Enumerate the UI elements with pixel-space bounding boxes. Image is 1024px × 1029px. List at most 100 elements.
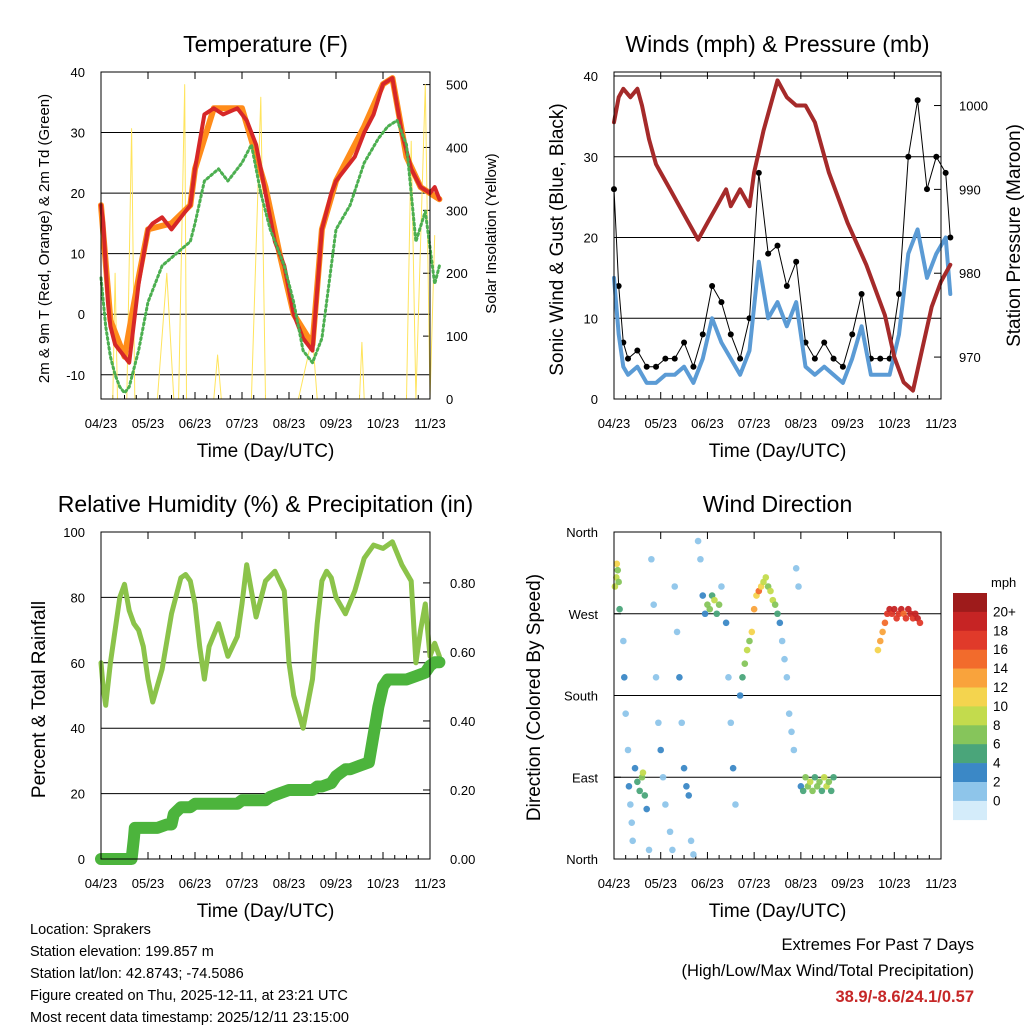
- gust-point: [774, 242, 781, 249]
- direction-point: [776, 619, 784, 627]
- x-tick-label: 05/23: [132, 416, 165, 431]
- gust-point: [839, 363, 846, 370]
- y-tick-label-right: 0.80: [450, 576, 475, 591]
- gust-point: [947, 234, 954, 241]
- direction-point: [781, 655, 788, 663]
- colorbar-swatch: [953, 611, 987, 632]
- colorbar-title: mph: [991, 575, 1016, 590]
- y-tick-label-left: 20: [584, 231, 598, 246]
- extremes-box: Extremes For Past 7 Days (High/Low/Max W…: [681, 932, 974, 1010]
- x-tick-label: 09/23: [831, 416, 864, 431]
- y-tick-label-left: 30: [71, 126, 85, 141]
- direction-point: [890, 605, 898, 613]
- direction-point: [774, 610, 781, 618]
- direction-point: [659, 773, 667, 781]
- direction-point: [792, 565, 800, 572]
- colorbar-label: 18: [993, 623, 1008, 638]
- gust-point: [830, 355, 837, 362]
- colorbar-swatch: [953, 668, 987, 688]
- elevation-text: Station elevation: 199.857 m: [30, 944, 214, 960]
- y-tick-label-right: 200: [446, 266, 468, 281]
- direction-point: [795, 583, 802, 590]
- direction-point: [673, 628, 681, 636]
- x-tick-label: 04/23: [598, 416, 631, 431]
- plot-frame: [613, 71, 942, 400]
- direction-point: [628, 819, 636, 826]
- direction-point: [802, 773, 809, 781]
- direction-point: [671, 583, 679, 590]
- direction-point: [746, 637, 753, 645]
- y-tick-label-right: 1000: [959, 99, 988, 114]
- direction-point: [690, 851, 697, 858]
- direction-point: [669, 846, 676, 854]
- y-axis-label-left: Percent & Total Rainfall: [29, 601, 50, 798]
- y-tick-label-left: 30: [584, 150, 598, 165]
- direction-point: [902, 614, 910, 622]
- colorbar-swatch: [953, 800, 987, 821]
- x-tick-label: 07/23: [226, 416, 259, 431]
- direction-point: [634, 778, 641, 786]
- gust-point: [905, 153, 912, 160]
- direction-point: [762, 574, 770, 581]
- y-tick-label-right: 990: [959, 182, 981, 197]
- direction-point: [614, 566, 622, 574]
- direction-point: [624, 746, 632, 754]
- extremes-values: 38.9/-8.6/24.1/0.57: [835, 988, 974, 1006]
- y-tick-label-left: 40: [71, 65, 85, 80]
- direction-point: [825, 778, 833, 786]
- x-tick-label: 05/23: [644, 416, 677, 431]
- y-tick-label-left: 0: [591, 392, 598, 407]
- direction-point: [811, 773, 819, 781]
- x-tick-label: 09/23: [320, 416, 353, 431]
- gust-point: [914, 97, 921, 104]
- colorbar-swatch: [953, 744, 987, 764]
- gust-point-group: [611, 97, 954, 370]
- direction-point: [655, 719, 662, 727]
- gust-point: [718, 299, 725, 306]
- x-tick-label: 11/23: [925, 876, 957, 891]
- direction-point: [743, 646, 751, 654]
- series-precip-line: [95, 656, 446, 865]
- direction-point: [643, 805, 650, 813]
- direction-point: [620, 637, 627, 645]
- direction-point: [613, 560, 621, 568]
- y-tick-label: North: [566, 525, 598, 540]
- x-tick-label: 04/23: [85, 416, 118, 431]
- x-tick-label: 06/23: [691, 416, 724, 431]
- direction-point: [611, 583, 619, 590]
- colorbar-label: 14: [993, 661, 1009, 676]
- gust-point: [681, 339, 688, 346]
- direction-point: [806, 778, 814, 786]
- x-tick-label: 04/23: [85, 876, 118, 891]
- panel-3: Relative Humidity (%) & Precipitation (i…: [29, 491, 475, 922]
- direction-point: [722, 619, 730, 627]
- gust-point: [634, 347, 641, 354]
- panel-4: Wind Direction 04/23 05/23 06/23 07/23 08/23 0…: [524, 491, 1016, 922]
- y-tick-label-right: 0.20: [450, 783, 475, 798]
- y-tick-label-right: 980: [959, 266, 981, 281]
- direction-point: [676, 674, 683, 681]
- x-tick-label: 07/23: [738, 416, 771, 431]
- direction-point: [718, 583, 725, 590]
- location-text: Location: Sprakers: [30, 922, 151, 938]
- y-tick-label: West: [569, 607, 599, 622]
- y-axis-label-right: Solar Insolation (Yellow): [483, 153, 500, 313]
- recent-data-text: Most recent data timestamp: 2025/12/11 2…: [30, 1010, 349, 1026]
- y-tick-label-right: 500: [446, 78, 468, 93]
- direction-point: [741, 660, 749, 668]
- x-tick-label: 10/23: [367, 416, 400, 431]
- direction-point: [627, 801, 634, 808]
- colorbar-label: 8: [993, 718, 1001, 733]
- direction-point: [711, 596, 718, 604]
- latlon-text: Station lat/lon: 42.8743; -74.5086: [30, 966, 244, 982]
- colorbar-label: 16: [993, 642, 1008, 657]
- series-sonic-wind-line: [612, 227, 953, 385]
- direction-point: [771, 601, 779, 608]
- y-tick-label-right: 100: [446, 329, 468, 344]
- y-tick-label-right: 0: [446, 392, 453, 407]
- y-tick-label-left: 10: [71, 247, 85, 262]
- direction-point: [727, 719, 735, 727]
- colorbar-swatch: [953, 593, 987, 613]
- colorbar-swatch: [953, 725, 987, 745]
- direction-point: [816, 778, 823, 786]
